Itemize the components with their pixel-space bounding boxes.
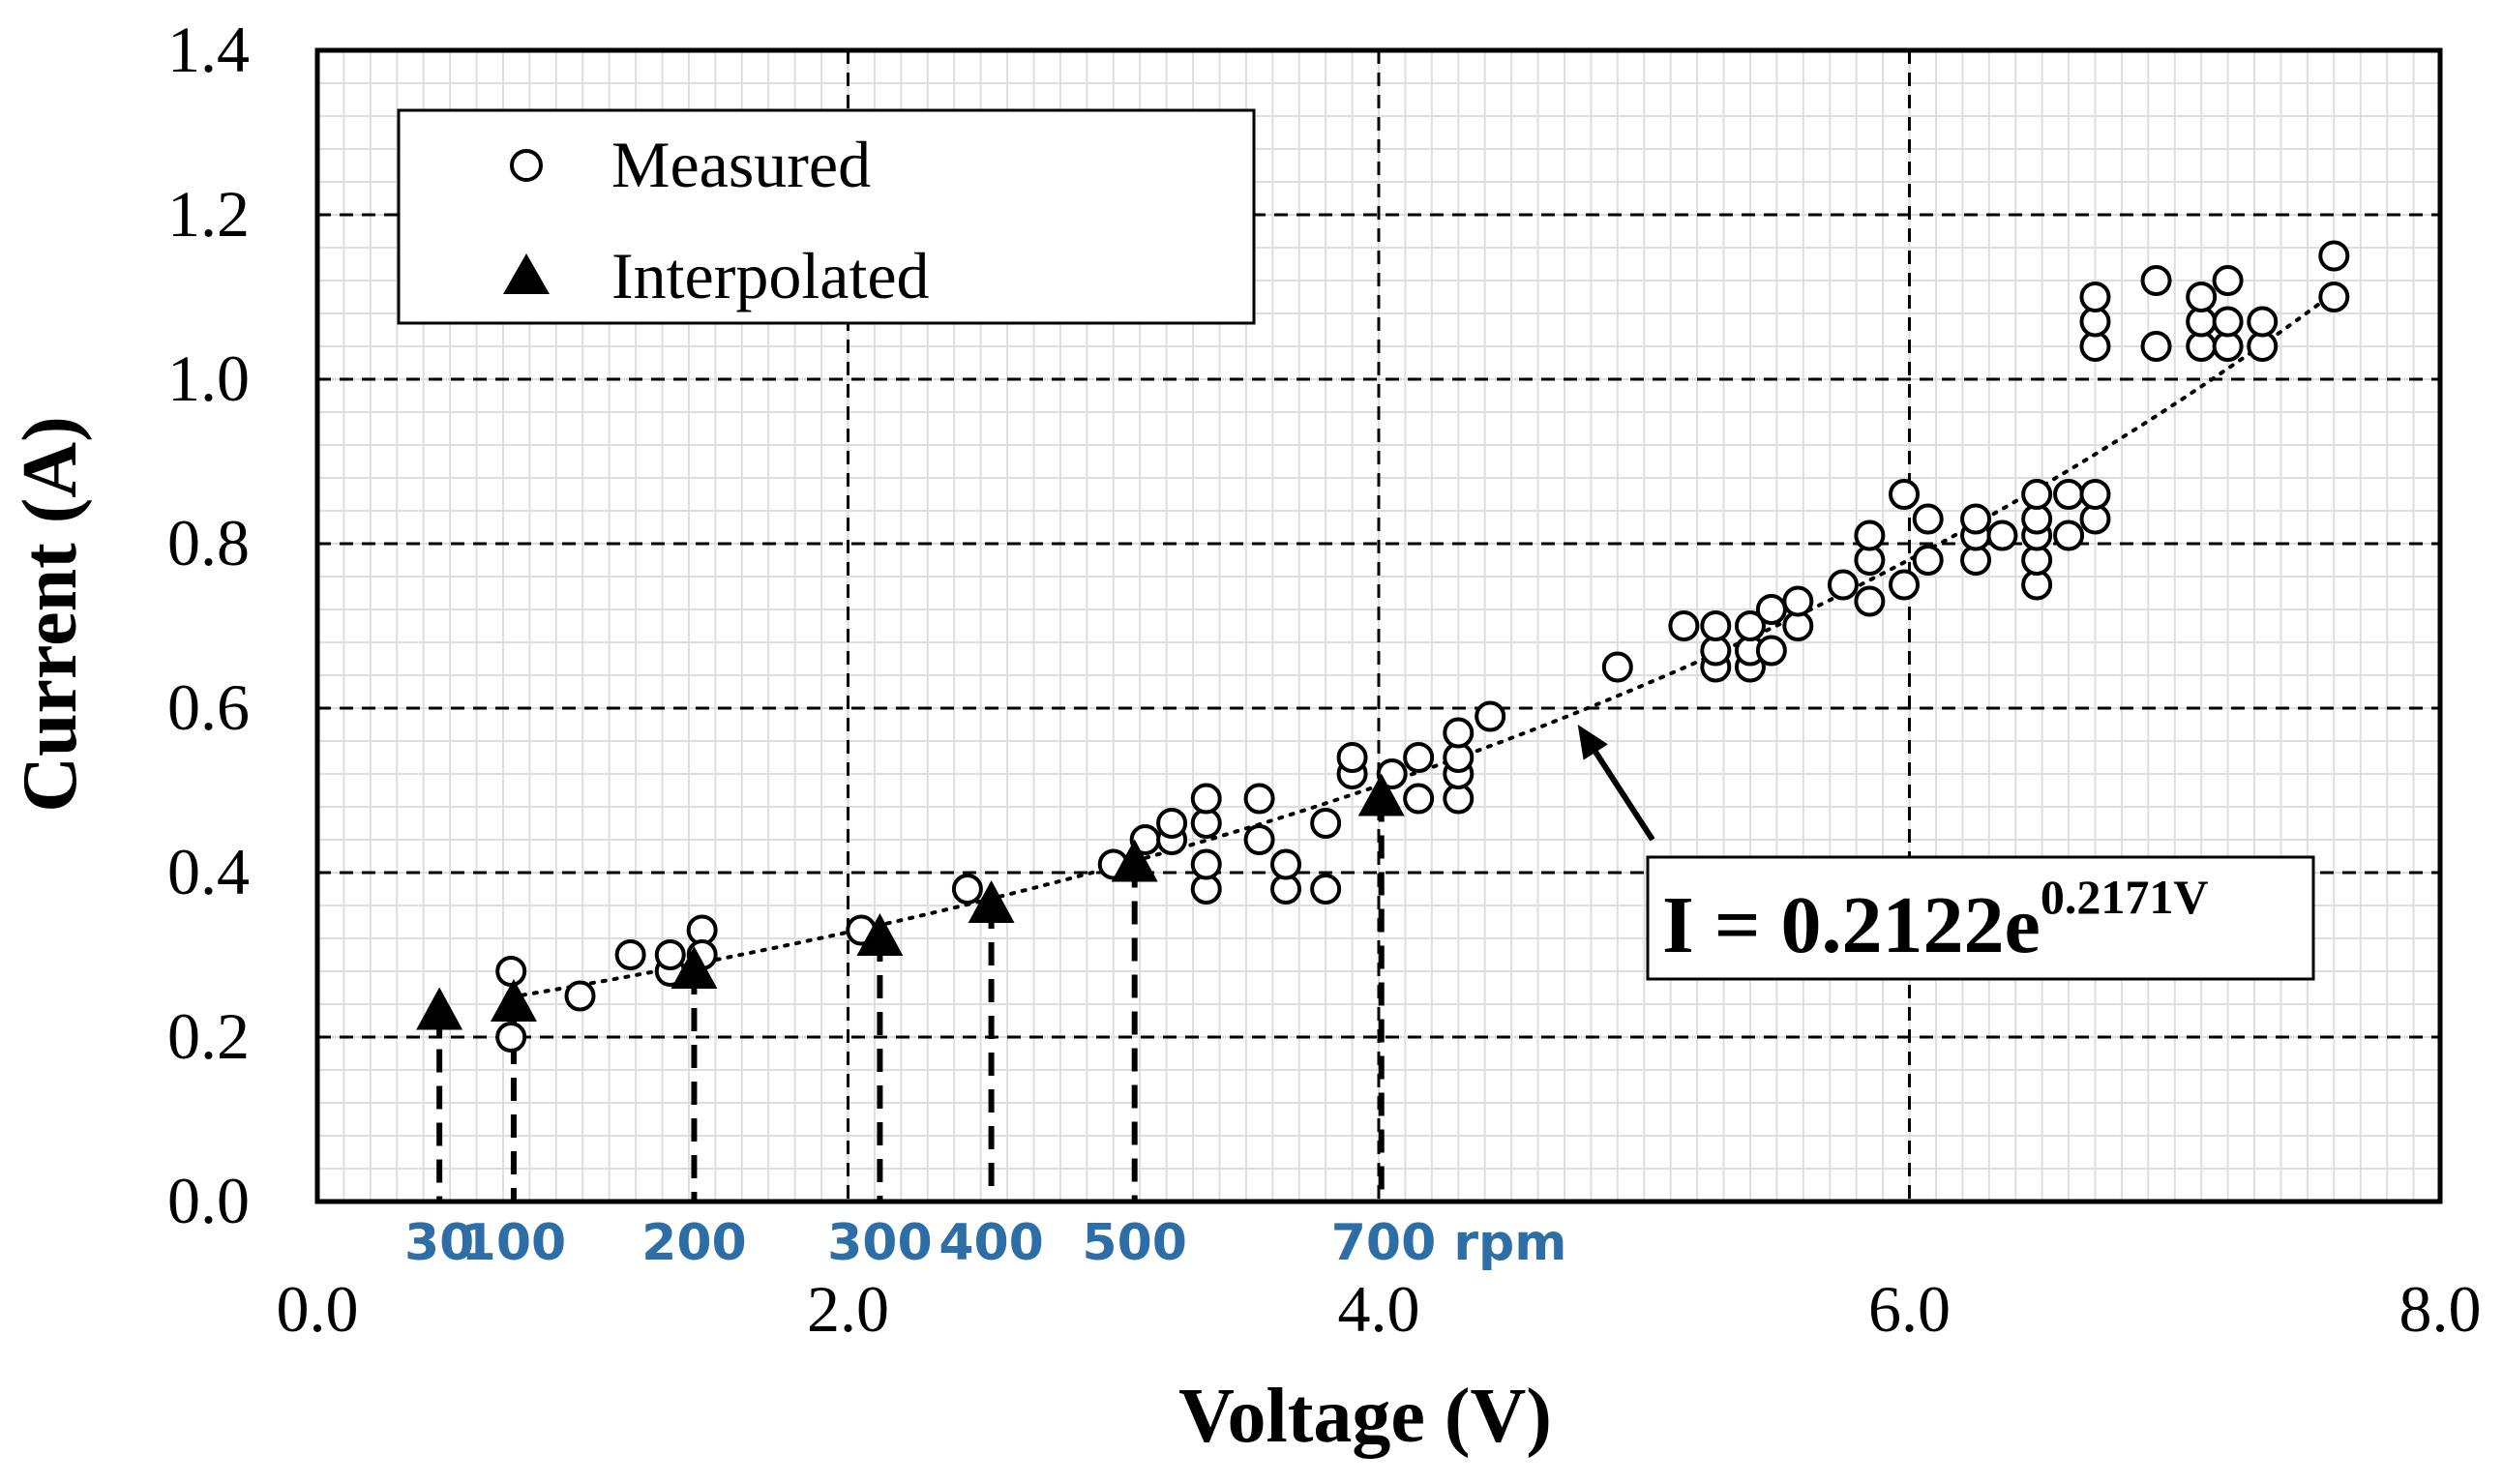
- interpolated-point: [416, 987, 463, 1030]
- equation-base: I = 0.2122e: [1662, 880, 2041, 970]
- measured-point: [2079, 479, 2111, 510]
- measured-point: [1755, 635, 1787, 667]
- measured-point: [1782, 585, 1814, 617]
- measured-point: [2247, 306, 2279, 338]
- measured-point: [564, 980, 596, 1012]
- x-tick-label: 2.0: [807, 1272, 889, 1346]
- rpm-label: 30: [404, 1214, 474, 1272]
- measured-point: [2021, 479, 2053, 510]
- x-axis-tick-labels: 0.0 2.0 4.0 6.0 8.0: [277, 1272, 2482, 1346]
- measured-point: [495, 956, 527, 987]
- measured-point: [1912, 503, 1944, 535]
- measured-point: [614, 939, 646, 970]
- measured-point: [1827, 569, 1859, 601]
- measured-point: [951, 874, 983, 905]
- interpolated-series: [416, 773, 1405, 1030]
- measured-point: [2140, 331, 2172, 362]
- measured-series: [495, 240, 2350, 1053]
- measured-point: [1475, 700, 1506, 732]
- y-axis-title: Current (A): [8, 416, 93, 813]
- measured-point: [2212, 265, 2244, 296]
- legend-label-measured: Measured: [611, 128, 871, 201]
- measured-point: [1960, 503, 1992, 535]
- measured-point: [1889, 569, 1921, 601]
- y-tick-label: 1.4: [167, 13, 250, 86]
- measured-point: [495, 1022, 527, 1053]
- measured-point: [1912, 545, 1944, 576]
- measured-point: [1755, 594, 1787, 625]
- measured-point: [1270, 848, 1302, 880]
- measured-point: [1243, 783, 1275, 815]
- interpolated-point: [490, 979, 537, 1022]
- measured-point: [2053, 479, 2085, 510]
- measured-point: [1336, 742, 1368, 773]
- measured-point: [1190, 783, 1222, 815]
- legend-marker-measured: [510, 149, 543, 182]
- y-tick-label: 1.2: [167, 177, 250, 251]
- measured-point: [1443, 717, 1475, 749]
- x-tick-label: 0.0: [277, 1272, 359, 1346]
- rpm-dashed-lines: [436, 798, 1385, 1202]
- measured-point: [1668, 610, 1700, 641]
- y-tick-label: 0.0: [167, 1164, 250, 1237]
- equation-arrowhead: [1577, 725, 1608, 760]
- measured-point: [2186, 282, 2218, 312]
- measured-point: [1156, 808, 1188, 839]
- measured-point: [2053, 519, 2085, 551]
- measured-point: [1854, 519, 1886, 551]
- measured-point: [1403, 783, 1435, 815]
- y-tick-label: 0.6: [167, 670, 250, 744]
- measured-point: [2140, 265, 2172, 296]
- measured-point: [1190, 848, 1222, 880]
- y-tick-label: 1.0: [167, 341, 250, 415]
- rpm-label: 200: [641, 1214, 747, 1272]
- rpm-label: 300: [827, 1214, 933, 1272]
- rpm-label: 700 rpm: [1331, 1214, 1567, 1272]
- rpm-label: 100: [462, 1214, 567, 1272]
- measured-point: [1854, 585, 1886, 617]
- equation-text: I = 0.2122e0.2171V: [1662, 870, 2208, 970]
- legend-marker-interpolated: [503, 253, 550, 294]
- interpolated-point: [856, 913, 904, 956]
- x-axis-title: Voltage (V): [1178, 1374, 1552, 1459]
- measured-point: [1310, 808, 1342, 839]
- measured-point: [1986, 519, 2018, 551]
- measured-point: [1734, 610, 1766, 641]
- y-axis-tick-labels: 0.0 0.2 0.4 0.6 0.8 1.0 1.2 1.4: [167, 13, 250, 1237]
- measured-point: [2318, 240, 2350, 272]
- measured-point: [2318, 282, 2350, 312]
- measured-point: [1889, 479, 1921, 510]
- measured-point: [1310, 874, 1342, 905]
- measured-point: [2212, 306, 2244, 338]
- x-tick-label: 8.0: [2399, 1272, 2482, 1346]
- measured-point: [1601, 651, 1633, 683]
- measured-point: [1243, 824, 1275, 855]
- interpolated-point: [1111, 839, 1158, 882]
- interpolated-point: [1357, 773, 1405, 816]
- measured-point: [654, 939, 686, 970]
- measured-point: [2079, 282, 2111, 312]
- interpolated-point: [670, 946, 718, 989]
- legend: Measured Interpolated: [397, 108, 1256, 325]
- plot-area-frame: [314, 47, 2443, 1204]
- x-tick-label: 6.0: [1868, 1272, 1951, 1346]
- equation-exponent: 0.2171V: [2041, 870, 2209, 924]
- x-tick-label: 4.0: [1338, 1272, 1420, 1346]
- rpm-label: 400: [939, 1214, 1044, 1272]
- y-tick-label: 0.2: [167, 999, 250, 1073]
- rpm-label: 500: [1082, 1214, 1187, 1272]
- equation-arrow: [1593, 750, 1655, 842]
- measured-point: [1403, 742, 1435, 773]
- y-tick-label: 0.4: [167, 835, 250, 908]
- equation-box: [1646, 855, 2315, 981]
- interpolated-point: [968, 880, 1015, 923]
- y-tick-label: 0.8: [167, 506, 250, 579]
- measured-point: [1700, 610, 1732, 641]
- legend-label-interpolated: Interpolated: [611, 239, 930, 312]
- equation-annotation: I = 0.2122e0.2171V: [1577, 725, 2315, 981]
